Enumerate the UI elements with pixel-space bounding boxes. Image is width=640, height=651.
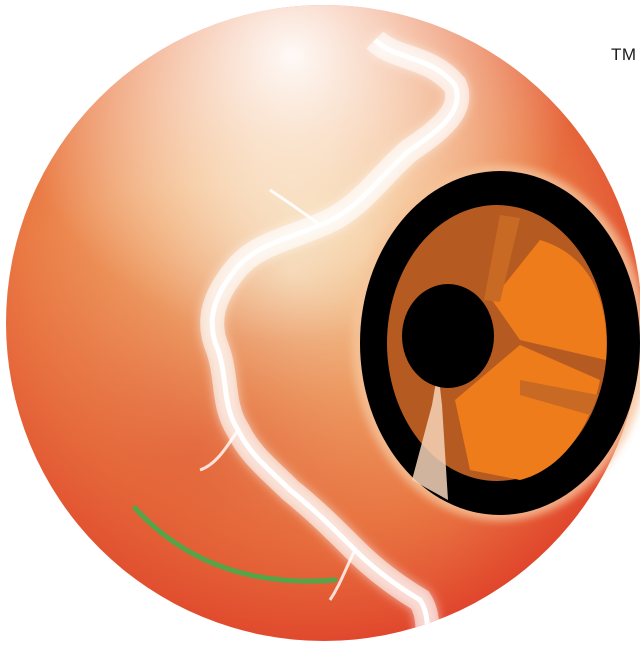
trademark-mark: TM <box>611 45 637 64</box>
lightning-bolt <box>199 30 470 641</box>
green-swoosh <box>132 505 338 584</box>
disc <box>352 165 640 521</box>
